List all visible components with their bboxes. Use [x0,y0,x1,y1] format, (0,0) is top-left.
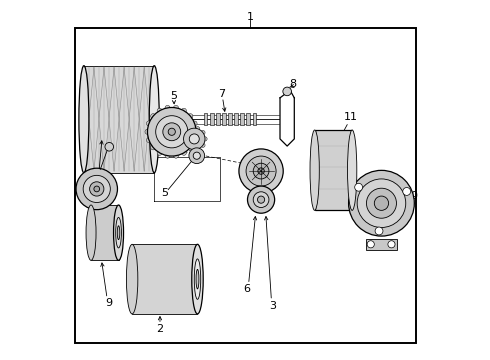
Circle shape [150,114,156,119]
Circle shape [357,179,406,228]
Circle shape [253,192,269,207]
Circle shape [239,149,283,193]
Circle shape [193,152,200,159]
Text: 10: 10 [405,191,419,201]
Text: 2: 2 [156,324,164,334]
Ellipse shape [347,130,357,210]
Circle shape [173,153,178,158]
Ellipse shape [149,66,159,173]
Circle shape [258,196,265,203]
Ellipse shape [192,244,203,314]
Text: 7: 7 [218,89,225,99]
Text: 5: 5 [170,91,177,101]
Circle shape [247,186,275,213]
Circle shape [181,137,186,141]
Circle shape [403,188,411,195]
Text: 11: 11 [343,112,357,122]
Circle shape [201,130,205,135]
Circle shape [188,145,193,150]
Circle shape [374,196,389,210]
Circle shape [147,108,196,156]
Ellipse shape [86,205,96,260]
Circle shape [348,170,415,236]
Circle shape [147,121,151,126]
Circle shape [157,150,162,155]
Circle shape [196,147,200,151]
Ellipse shape [196,269,199,289]
Circle shape [189,127,193,131]
Bar [204,113,207,125]
Circle shape [194,129,198,134]
Text: 4: 4 [89,223,96,233]
Circle shape [258,168,264,174]
Ellipse shape [117,226,120,240]
Circle shape [203,137,207,141]
Bar [216,113,220,125]
Ellipse shape [79,66,89,173]
Circle shape [156,116,188,148]
Circle shape [184,128,205,150]
Text: 5: 5 [161,188,168,198]
Text: 1: 1 [247,13,254,22]
Circle shape [201,143,205,147]
Circle shape [367,241,374,248]
Circle shape [192,121,197,126]
Circle shape [388,241,395,248]
Bar [315,130,352,210]
Circle shape [375,227,383,235]
Circle shape [173,105,178,111]
Bar [246,113,250,125]
Circle shape [165,105,170,111]
Text: 6: 6 [244,284,250,294]
Circle shape [189,148,205,163]
Ellipse shape [116,217,122,248]
Circle shape [147,138,151,143]
Circle shape [189,147,193,151]
Ellipse shape [114,205,123,260]
Circle shape [157,108,162,113]
Circle shape [246,156,276,186]
Bar [91,205,119,260]
Bar [84,66,154,173]
Bar [75,28,416,342]
Circle shape [355,183,363,191]
Bar [222,113,226,125]
Bar [210,113,214,125]
Ellipse shape [310,130,319,210]
Ellipse shape [194,259,201,299]
Circle shape [181,150,186,155]
Circle shape [150,145,156,150]
Bar [132,244,197,314]
Text: 8: 8 [290,78,297,89]
Circle shape [105,143,114,151]
Text: 3: 3 [270,301,276,311]
Circle shape [183,143,188,147]
Circle shape [183,130,188,135]
Text: 9: 9 [105,298,112,308]
Circle shape [83,175,110,203]
Bar [241,113,244,125]
Circle shape [181,108,186,113]
Bar [234,113,238,125]
Circle shape [196,127,200,131]
Circle shape [253,163,269,179]
Circle shape [367,188,396,218]
Circle shape [192,138,197,143]
Circle shape [90,182,104,196]
Circle shape [94,186,99,192]
Circle shape [189,134,199,144]
Circle shape [188,114,193,119]
Circle shape [165,153,170,158]
Bar [228,113,232,125]
Bar [366,239,397,249]
Circle shape [76,168,118,210]
Circle shape [163,123,181,141]
Ellipse shape [126,244,138,314]
Circle shape [168,128,175,135]
Circle shape [145,129,150,134]
Bar [252,113,256,125]
Circle shape [283,87,292,96]
